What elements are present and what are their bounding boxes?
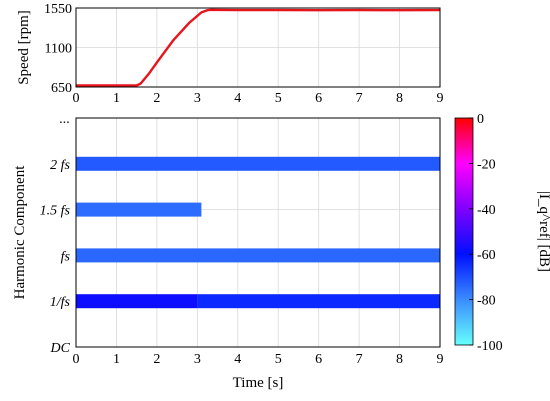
heatmap-xtick-label: 4 (234, 352, 241, 367)
speed-chart: 0 1 2 3 4 5 6 7 8 9 650 1100 1550 Speed [rpm] (16, 2, 444, 106)
speed-series-line (76, 8, 441, 87)
heatmap-xtick-label: 9 (437, 352, 444, 367)
heatmap-xtick-label: 2 (153, 352, 160, 367)
heatmap-ytick-label: 1.5 fs (40, 204, 71, 219)
heatmap-xtick-label: 1 (113, 352, 120, 367)
colorbar-tick-label: -20 (477, 157, 496, 172)
speed-axes-frame (75, 7, 441, 88)
speed-xtick-label: 0 (73, 91, 80, 106)
heatmap-ytick-label: DC (50, 341, 71, 356)
speed-xtick-label: 3 (194, 91, 201, 106)
harmonic-heatmap: 0 1 2 3 4 5 6 7 8 9... 2 fs 1.5 fs fs 1/fs DC Time [s] H… (12, 112, 444, 391)
colorbar-gradient (454, 117, 474, 346)
speed-xtick-label: 9 (437, 91, 444, 106)
heatmap-xtick-label: 7 (356, 352, 363, 367)
heatmap-ytick-label: ... (60, 112, 71, 127)
harmonic-band (76, 248, 440, 263)
speed-ytick-label: 650 (51, 81, 72, 96)
speed-xtick-label: 1 (113, 91, 120, 106)
harmonic-band (197, 294, 440, 309)
colorbar-tick-label: -40 (477, 203, 496, 218)
colorbar-tick-label: 0 (477, 112, 484, 127)
speed-xtick-label: 8 (396, 91, 403, 106)
heatmap-xtick-label: 0 (73, 352, 80, 367)
speed-xtick-label: 6 (315, 91, 322, 106)
heatmap-plot-area (76, 118, 440, 347)
harmonic-band (76, 156, 440, 171)
harmonic-band (76, 202, 202, 217)
heatmap-ytick-label: fs (61, 249, 71, 264)
speed-xtick-label: 7 (356, 91, 363, 106)
colorbar-tick-label: -60 (477, 248, 496, 263)
heatmap-xtick-label: 3 (194, 352, 201, 367)
speed-xtick-label: 5 (275, 91, 282, 106)
colorbar-tick-label: -100 (477, 339, 503, 354)
speed-xtick-label: 4 (234, 91, 241, 106)
heatmap-xtick-label: 8 (396, 352, 403, 367)
colorbar-label: |I_q^ref| [dB] (536, 191, 550, 272)
speed-ylabel: Speed [rpm] (16, 10, 32, 85)
heatmap-ytick-label: 2 fs (50, 158, 70, 173)
heatmap-ylabel: Harmonic Component (12, 165, 28, 300)
harmonic-band (76, 294, 198, 309)
heatmap-xtick-label: 5 (275, 352, 282, 367)
speed-ytick-label: 1550 (44, 2, 72, 17)
speed-xtick-label: 2 (153, 91, 160, 106)
heatmap-xlabel: Time [s] (233, 375, 284, 391)
colorbar: 0 -20 -40 -60 -80 -100 |I_q^ref| [dB] (454, 112, 550, 354)
colorbar-tick-label: -80 (477, 294, 496, 309)
heatmap-axes-frame (75, 117, 441, 348)
speed-ytick-label: 1100 (45, 42, 72, 57)
heatmap-xtick-label: 6 (315, 352, 322, 367)
heatmap-ytick-label: 1/fs (50, 295, 71, 310)
